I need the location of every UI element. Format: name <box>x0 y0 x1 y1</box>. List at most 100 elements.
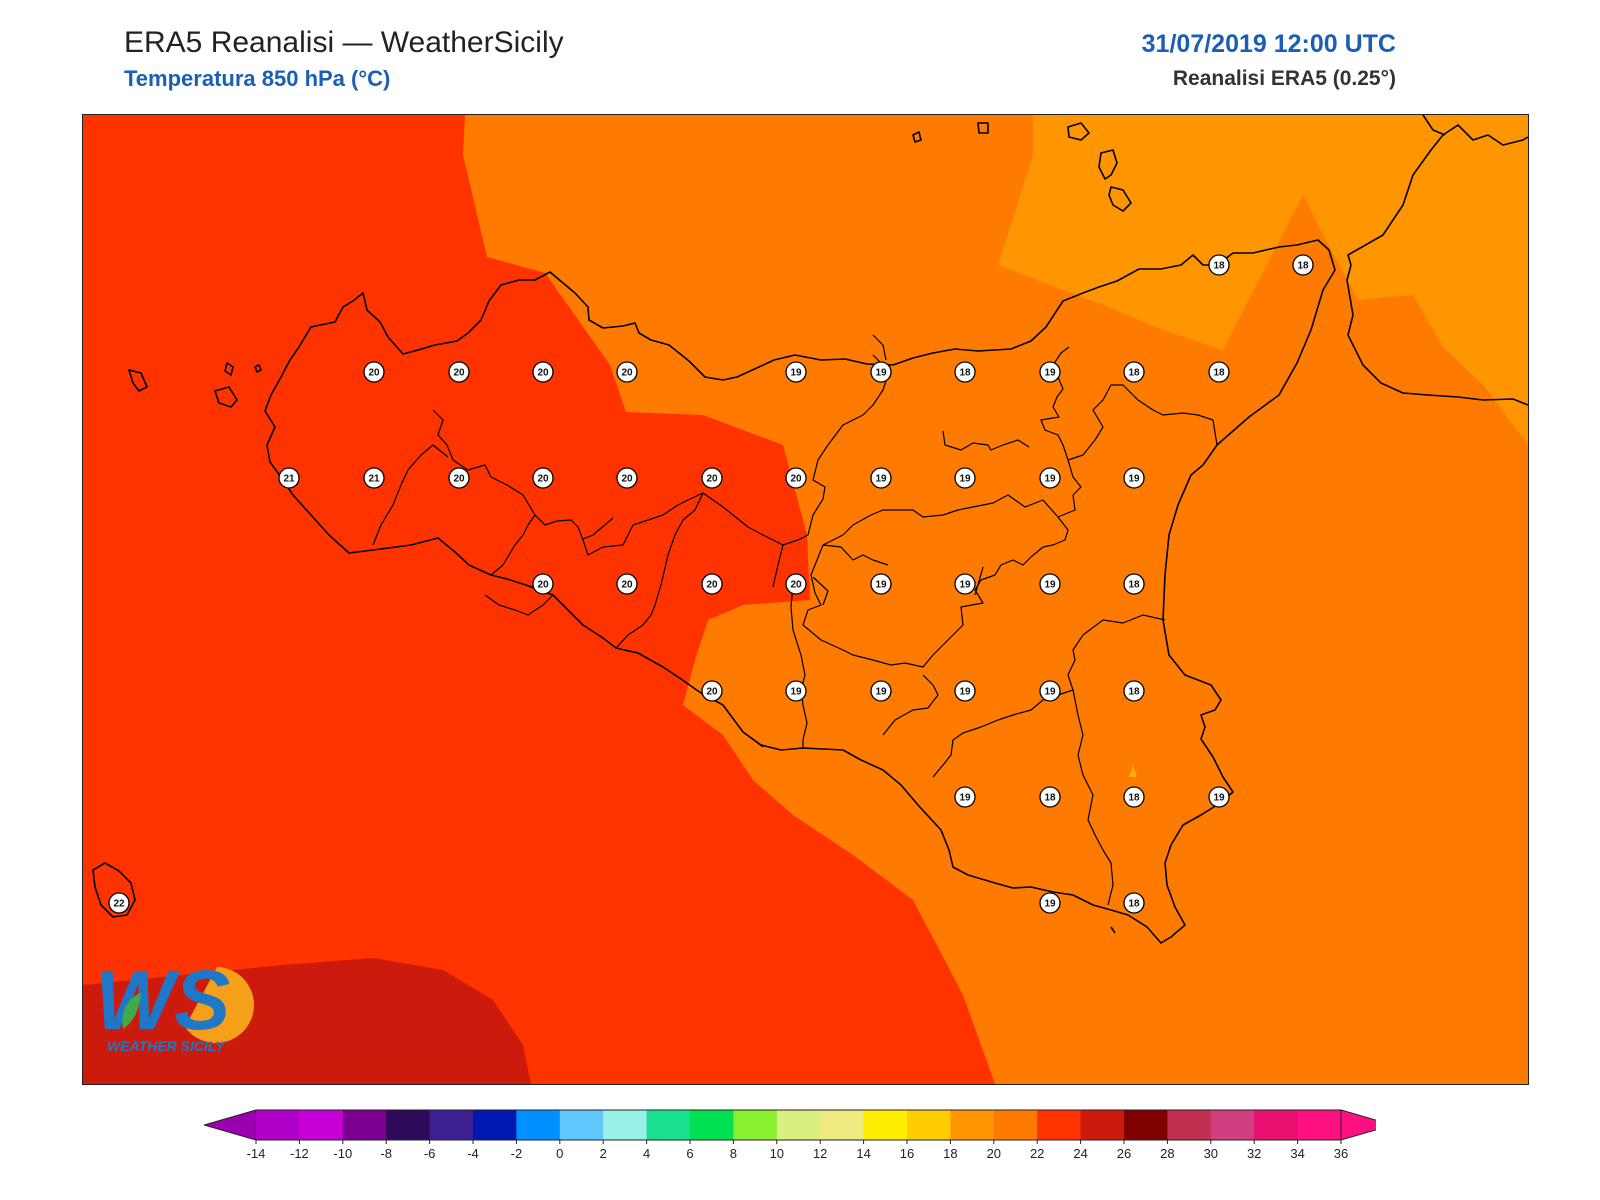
station-marker: 20 <box>701 467 723 489</box>
station-marker: 19 <box>785 361 807 383</box>
station-value: 21 <box>283 474 295 485</box>
colorbar-bands <box>202 1109 1395 1141</box>
colorbar-tick-label: 18 <box>943 1146 957 1161</box>
station-value: 19 <box>1044 368 1056 379</box>
station-marker-circle <box>1123 573 1145 595</box>
temperature-map: 20 20 20 20 19 19 18 19 18 18 18 18 21 21 20 20 20 20 20 19… <box>82 114 1529 1085</box>
colorbar-band <box>1124 1110 1168 1140</box>
logo-letters: WS <box>95 953 230 1047</box>
calabria-coast-south <box>1346 264 1528 406</box>
colorbar-tick-label: 22 <box>1030 1146 1044 1161</box>
station-marker: 19 <box>1123 467 1145 489</box>
station-marker-circle <box>1123 361 1145 383</box>
station-marker-circle <box>363 467 385 489</box>
station-marker-circle <box>954 786 976 808</box>
colorbar-band <box>1254 1110 1299 1140</box>
colorbar-ticks: -14 -12 -10 -8 -6 -4 -2 0 2 4 6 8 10 12 14 16 18 20 22 24 26… <box>247 1140 1348 1161</box>
pantelleria <box>92 862 136 918</box>
station-marker: 19 <box>1208 786 1230 808</box>
colorbar-band <box>1080 1110 1125 1140</box>
station-marker: 20 <box>785 573 807 595</box>
colorbar-tick-label: 4 <box>643 1146 650 1161</box>
station-marker: 19 <box>1039 361 1061 383</box>
colorbar-tick-label: 34 <box>1290 1146 1304 1161</box>
station-marker: 20 <box>532 361 554 383</box>
station-markers: 20 20 20 20 19 19 18 19 18 18 18 18 21 21 20 20 20 20 20 19… <box>108 254 1314 914</box>
station-marker: 20 <box>616 573 638 595</box>
station-value: 20 <box>537 368 549 379</box>
station-marker-circle <box>785 573 807 595</box>
colorbar-tick-label: 26 <box>1117 1146 1131 1161</box>
station-marker-circle <box>532 361 554 383</box>
station-marker-circle <box>1039 361 1061 383</box>
valid-datetime: 31/07/2019 12:00 UTC <box>1141 30 1396 58</box>
egadi-favignana <box>214 386 238 408</box>
colorbar-tick-label: 16 <box>900 1146 914 1161</box>
station-marker: 18 <box>1292 254 1314 276</box>
ustica <box>254 364 262 373</box>
station-marker: 21 <box>278 467 300 489</box>
station-marker-circle <box>1123 892 1145 914</box>
colorbar-band <box>429 1110 474 1140</box>
station-marker: 18 <box>1123 892 1145 914</box>
station-marker: 19 <box>870 573 892 595</box>
station-marker-circle <box>448 467 470 489</box>
station-marker-circle <box>1039 467 1061 489</box>
aeolian-lipari <box>1098 149 1118 180</box>
station-marker-circle <box>701 573 723 595</box>
station-value: 20 <box>537 580 549 591</box>
colorbar-band <box>559 1110 604 1140</box>
station-value: 19 <box>790 687 802 698</box>
station-marker: 19 <box>954 573 976 595</box>
station-value: 21 <box>368 474 380 485</box>
colorbar-tick-label: 24 <box>1073 1146 1087 1161</box>
band-16-18-north <box>998 115 1528 445</box>
aeolian-panarea <box>977 122 989 134</box>
colorbar-tick-label: -8 <box>380 1146 392 1161</box>
station-marker: 20 <box>785 467 807 489</box>
station-marker: 20 <box>448 361 470 383</box>
station-marker: 19 <box>954 680 976 702</box>
station-value: 18 <box>1213 261 1225 272</box>
station-marker-circle <box>616 467 638 489</box>
band-16-18-islet <box>1129 765 1137 777</box>
colorbar-tick-label: 6 <box>686 1146 693 1161</box>
logo-text: WEATHER SICILY <box>107 1038 226 1054</box>
colorbar-tick-label: 36 <box>1334 1146 1348 1161</box>
aeolian-salina <box>1067 122 1090 141</box>
colorbar-band <box>342 1110 387 1140</box>
station-marker: 18 <box>1208 361 1230 383</box>
colorbar-band <box>603 1110 648 1140</box>
station-value: 20 <box>790 474 802 485</box>
egadi-levanzo <box>224 362 234 376</box>
station-value: 20 <box>537 474 549 485</box>
colorbar-band <box>646 1110 691 1140</box>
colorbar-tick-label: -12 <box>290 1146 309 1161</box>
colorbar-extend-max <box>1340 1109 1395 1141</box>
colorbar-band <box>907 1110 951 1140</box>
colorbar-tick-label: 8 <box>730 1146 737 1161</box>
station-value: 19 <box>959 793 971 804</box>
station-value: 19 <box>1128 474 1140 485</box>
station-marker: 20 <box>701 680 723 702</box>
colorbar-tick-label: 20 <box>987 1146 1001 1161</box>
station-value: 19 <box>875 687 887 698</box>
station-marker: 20 <box>701 573 723 595</box>
colorbar-tick-label: -6 <box>424 1146 436 1161</box>
colorbar-band <box>950 1110 995 1140</box>
station-value: 20 <box>621 474 633 485</box>
station-marker: 19 <box>1039 573 1061 595</box>
colorbar-band <box>820 1110 865 1140</box>
station-value: 20 <box>453 474 465 485</box>
colorbar-band <box>516 1110 561 1140</box>
colorbar-band <box>256 1110 300 1140</box>
station-marker: 21 <box>363 467 385 489</box>
station-value: 18 <box>1128 580 1140 591</box>
station-marker: 19 <box>785 680 807 702</box>
colorbar-tick-label: 0 <box>556 1146 563 1161</box>
station-value: 18 <box>1044 793 1056 804</box>
station-marker-circle <box>701 467 723 489</box>
station-marker: 19 <box>870 680 892 702</box>
aeolian-alicudi <box>912 131 922 143</box>
station-value: 19 <box>959 580 971 591</box>
